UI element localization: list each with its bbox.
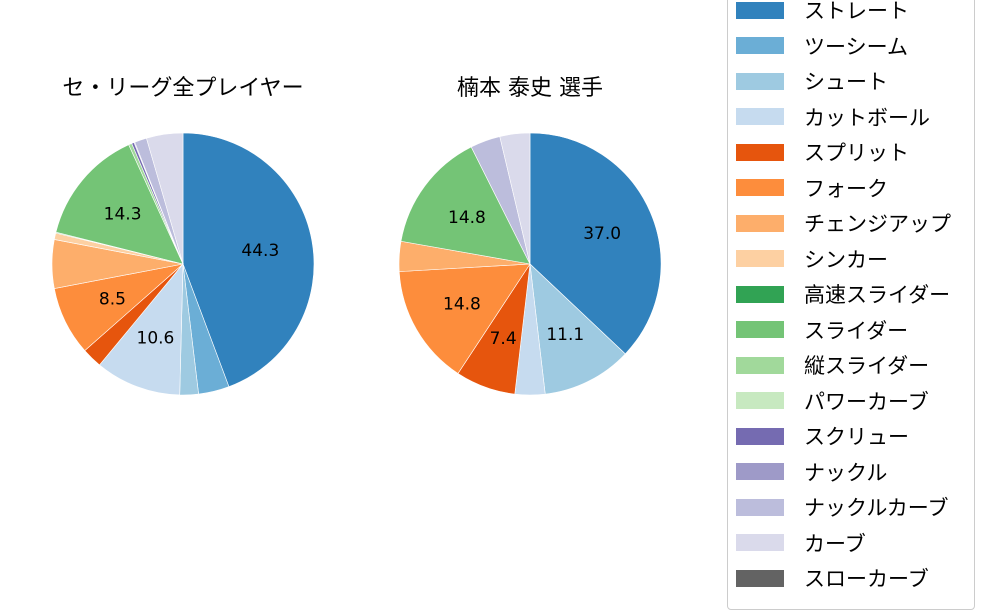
legend-label: シュート: [804, 70, 888, 94]
legend-label: スライダー: [804, 318, 909, 343]
legend-swatch: [736, 37, 784, 54]
legend-label: カーブ: [804, 531, 866, 556]
legend-swatch: [736, 569, 784, 587]
legend-swatch: [736, 321, 784, 338]
pie-slice: [398, 263, 531, 374]
pie-charts: 44.3 10.6 8.5 14.3 37.0 11.1 7.4 14.8 14.8: [51, 132, 662, 396]
slice-value-label: 44.3: [241, 241, 279, 261]
legend-item: パワーカーブ: [736, 386, 929, 416]
legend-item: スライダー: [736, 315, 908, 345]
legend-swatch: [736, 72, 784, 90]
pie-slice: [55, 144, 184, 265]
legend-label: ツーシーム: [804, 34, 908, 59]
legend-item: ツーシーム: [736, 31, 908, 61]
legend-swatch: [736, 356, 784, 374]
legend-swatch: [736, 143, 784, 161]
legend-swatch: [736, 427, 784, 445]
legend-item: カーブ: [736, 528, 866, 558]
legend-item: フォーク: [736, 173, 888, 203]
slice-value-label: 14.8: [448, 208, 486, 228]
pie-slice: [146, 132, 184, 265]
legend-swatch: [736, 214, 784, 232]
legend-item: 高速スライダー: [736, 279, 950, 309]
pie-player: 37.0 11.1 7.4 14.8 14.8: [398, 132, 662, 396]
slice-value-label: 11.1: [546, 325, 584, 345]
chart-title-league: セ・リーグ全プレイヤー: [62, 76, 304, 101]
pie-slice: [529, 263, 626, 395]
legend-swatch: [736, 534, 784, 551]
legend-label: ナックルカーブ: [804, 496, 949, 520]
pie-league: 44.3 10.6 8.5 14.3: [51, 132, 315, 396]
slice-value-label: 14.3: [104, 205, 142, 225]
legend-item: カットボール: [736, 102, 930, 132]
legend-swatch: [736, 285, 784, 303]
pie-slice: [499, 132, 531, 265]
legend-label: 縦スライダー: [804, 354, 930, 378]
legend-swatch: [736, 463, 784, 480]
legend-label: スローカーブ: [804, 567, 929, 591]
pie-slice: [529, 132, 662, 355]
pie-slice: [400, 146, 531, 265]
legend-label: ストレート: [804, 0, 909, 23]
legend-item: シンカー: [736, 244, 888, 274]
legend-swatch: [736, 498, 784, 516]
legend-swatch: [736, 250, 784, 267]
legend-item: 縦スライダー: [736, 350, 929, 380]
legend-swatch: [736, 179, 784, 196]
legend-label: ナックル: [804, 460, 888, 485]
legend-item: スプリット: [736, 137, 909, 167]
legend-item: ナックルカーブ: [736, 492, 948, 522]
slice-value-label: 7.4: [490, 329, 517, 349]
chart-title-player: 楠本 泰史 選手: [457, 76, 603, 101]
slice-value-label: 37.0: [583, 224, 621, 244]
legend: ストレートツーシームシュートカットボール スプリットフォークチェンジアップ シンカー…: [727, 0, 975, 610]
legend-label: 高速スライダー: [804, 283, 951, 307]
legend-item: チェンジアップ: [736, 208, 951, 238]
legend-swatch: [736, 1, 784, 19]
legend-swatch: [736, 108, 784, 125]
legend-item: スローカーブ: [736, 563, 929, 593]
pie-slice: [182, 132, 315, 388]
legend-item: ストレート: [736, 0, 909, 25]
slice-value-label: 10.6: [137, 329, 175, 349]
legend-label: フォーク: [804, 176, 888, 201]
legend-label: シンカー: [804, 247, 888, 272]
legend-item: シュート: [736, 66, 888, 96]
pie-slice: [99, 263, 184, 396]
slice-value-label: 14.8: [443, 294, 481, 314]
legend-item: ナックル: [736, 457, 887, 487]
legend-swatch: [736, 392, 784, 409]
legend-label: スプリット: [804, 141, 909, 165]
slice-value-label: 8.5: [99, 290, 126, 310]
legend-label: パワーカーブ: [804, 389, 929, 414]
legend-label: カットボール: [804, 105, 930, 130]
legend-item: スクリュー: [736, 421, 909, 451]
legend-label: スクリュー: [804, 425, 909, 449]
legend-label: チェンジアップ: [804, 212, 951, 236]
